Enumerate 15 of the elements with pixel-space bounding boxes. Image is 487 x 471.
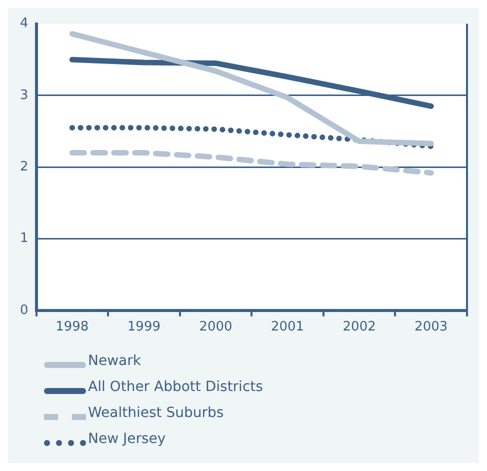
- legend-label: Wealthiest Suburbs: [88, 404, 224, 422]
- y-tick-label: 0: [20, 302, 28, 318]
- x-tick-label: 2003: [414, 320, 448, 335]
- y-tick-label: 1: [20, 231, 28, 246]
- y-tick-label: 3: [20, 88, 28, 103]
- legend-label: All Other Abbott Districts: [88, 378, 263, 396]
- x-tick-label: 1998: [56, 320, 89, 335]
- x-tick-label: 2000: [199, 320, 232, 335]
- legend-label: Newark: [88, 352, 141, 370]
- x-tick-label: 2002: [342, 320, 376, 335]
- legend-label: New Jersey: [88, 430, 166, 448]
- x-tick-label: 2001: [270, 320, 304, 335]
- x-tick-label: 1999: [127, 320, 160, 335]
- y-tick-label: 2: [20, 159, 28, 174]
- y-tick-label: 4: [20, 16, 28, 32]
